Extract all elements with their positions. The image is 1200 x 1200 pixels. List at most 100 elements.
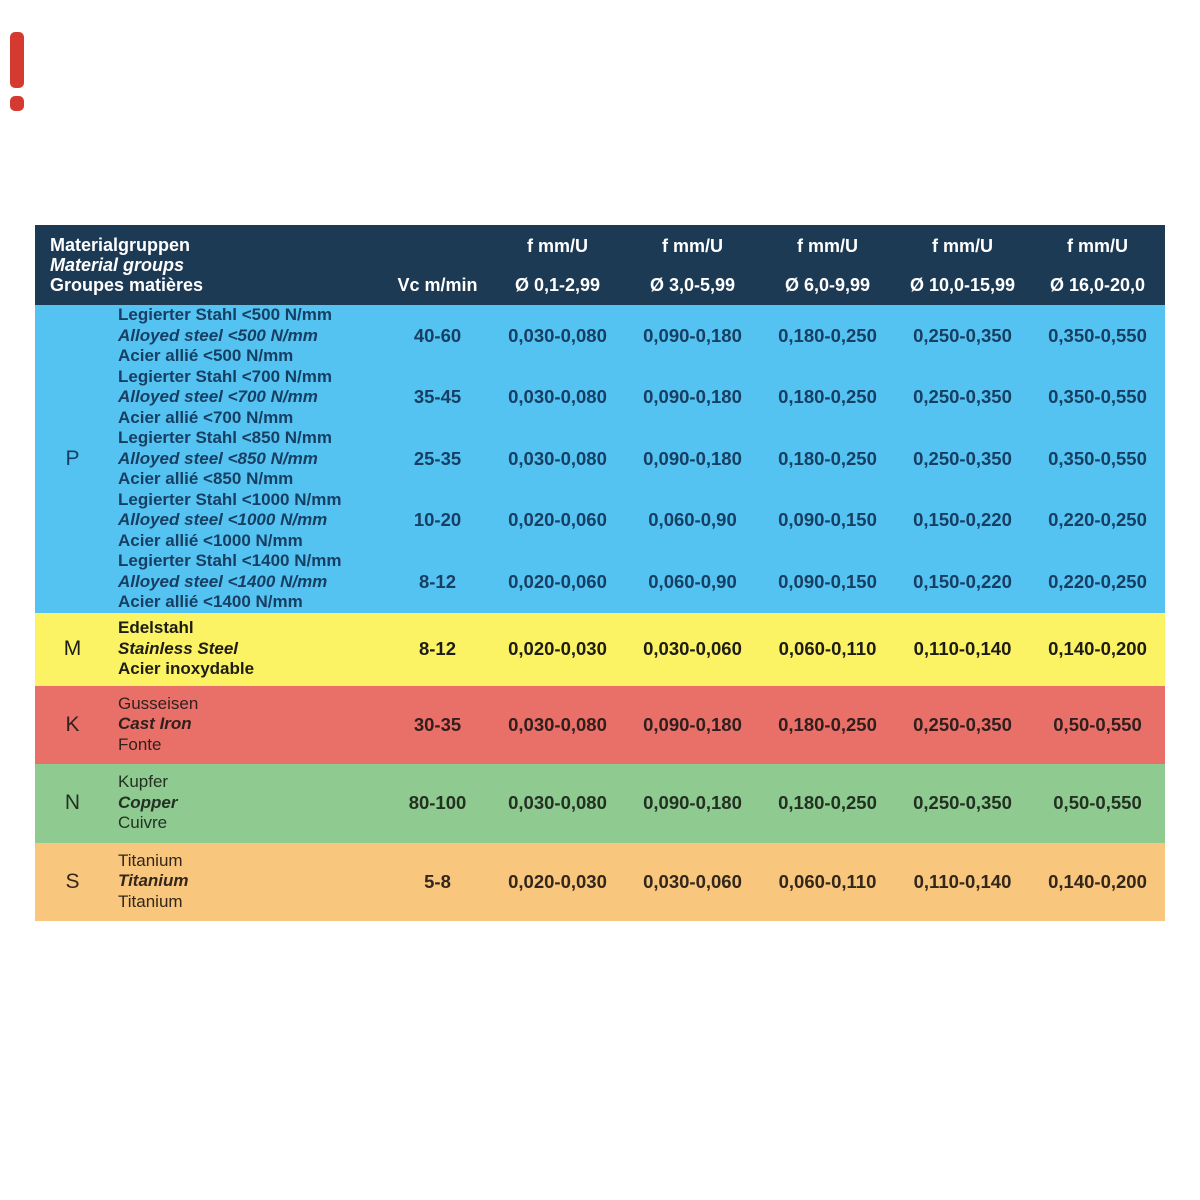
material-name: Legierter Stahl <1000 N/mm Alloyed steel… xyxy=(110,490,385,552)
vc-value: 8-12 xyxy=(418,570,457,592)
feed-value: 0,090-0,180 xyxy=(643,386,742,408)
feed-value: 0,140-0,200 xyxy=(1048,638,1147,659)
feed-value: 0,060-0,110 xyxy=(778,638,877,659)
feed-value: 0,250-0,350 xyxy=(913,386,1012,408)
feed-value: 0,090-0,180 xyxy=(643,324,742,346)
table-row: Legierter Stahl <700 N/mm Alloyed steel … xyxy=(110,367,1165,429)
feed-value: 0,350-0,550 xyxy=(1048,386,1147,408)
section-p: P Legierter Stahl <500 N/mm Alloyed stee… xyxy=(35,305,1165,613)
table-header: Materialgruppen Material groups Groupes … xyxy=(35,225,1165,305)
table-row: Titanium Titanium Titanium 5-8 0,020-0,0… xyxy=(110,843,1165,921)
table-row: Legierter Stahl <1400 N/mm Alloyed steel… xyxy=(110,551,1165,613)
material-name-en: Alloyed steel <700 N/mm xyxy=(118,387,318,406)
feed-value: 0,020-0,030 xyxy=(508,870,607,892)
feed-value: 0,180-0,250 xyxy=(778,386,877,408)
feed-value: 0,180-0,250 xyxy=(778,447,877,469)
material-name-en: Alloyed steel <1000 N/mm xyxy=(118,510,328,529)
table-row: Legierter Stahl <1000 N/mm Alloyed steel… xyxy=(110,490,1165,552)
feed-value: 0,030-0,080 xyxy=(508,792,607,813)
material-name-de: Titanium xyxy=(118,850,183,870)
vc-value: 35-45 xyxy=(413,386,462,408)
material-name-en: Cast Iron xyxy=(118,714,192,734)
material-name-de: Legierter Stahl <500 N/mm xyxy=(118,305,333,324)
feed-value: 0,250-0,350 xyxy=(913,792,1012,813)
material-group-letter-s: S xyxy=(65,869,80,893)
material-name: Gusseisen Cast Iron Fonte xyxy=(110,686,385,764)
material-group-letter-k: K xyxy=(65,712,80,736)
header-vc: Vc m/min xyxy=(397,275,478,295)
feed-value: 0,150-0,220 xyxy=(913,570,1012,592)
vc-value: 5-8 xyxy=(424,870,451,892)
section-m: M Edelstahl Stainless Steel Acier inoxyd… xyxy=(35,612,1165,686)
feed-value: 0,090-0,180 xyxy=(643,713,742,735)
header-material-groups: Materialgruppen Material groups Groupes … xyxy=(35,225,385,305)
feed-value: 0,060-0,90 xyxy=(648,509,737,531)
header-feed-col-1: f mm/U Ø 3,0-5,99 xyxy=(625,225,760,305)
feed-unit-label: f mm/U xyxy=(526,236,588,256)
material-name-de: Legierter Stahl <1400 N/mm xyxy=(118,551,342,570)
feed-value: 0,180-0,250 xyxy=(778,792,877,813)
material-name-fr: Cuivre xyxy=(118,813,168,833)
material-name: Edelstahl Stainless Steel Acier inoxydab… xyxy=(110,613,385,686)
vc-value: 80-100 xyxy=(408,792,467,813)
material-name-de: Legierter Stahl <1000 N/mm xyxy=(118,489,342,509)
material-name-fr: Titanium xyxy=(118,891,183,911)
vc-value: 10-20 xyxy=(413,509,462,531)
feed-value: 0,350-0,550 xyxy=(1048,324,1147,346)
vc-value: 8-12 xyxy=(418,638,457,659)
feed-value: 0,350-0,550 xyxy=(1048,447,1147,469)
header-feed-col-4: f mm/U Ø 16,0-20,0 xyxy=(1030,225,1165,305)
feed-value: 0,020-0,060 xyxy=(508,509,607,531)
feed-value: 0,220-0,250 xyxy=(1048,509,1147,531)
feed-value: 0,180-0,250 xyxy=(778,324,877,346)
feed-value: 0,50-0,550 xyxy=(1053,792,1142,813)
material-name-en: Stainless Steel xyxy=(118,638,239,658)
feed-value: 0,030-0,080 xyxy=(508,447,607,469)
vc-value: 25-35 xyxy=(413,447,462,469)
feed-value: 0,020-0,030 xyxy=(508,638,607,659)
feed-value: 0,50-0,550 xyxy=(1053,713,1142,735)
table-row: Kupfer Copper Cuivre 80-100 0,030-0,080 … xyxy=(110,764,1165,843)
feed-unit-label: f mm/U xyxy=(1066,236,1128,256)
material-name-en: Copper xyxy=(118,792,178,812)
feed-diameter-range: Ø 16,0-20,0 xyxy=(1049,275,1146,295)
material-name-fr: Acier inoxydable xyxy=(118,659,255,679)
feed-unit-label: f mm/U xyxy=(661,236,723,256)
material-name-fr: Acier allié <500 N/mm xyxy=(118,346,294,365)
material-name: Legierter Stahl <500 N/mm Alloyed steel … xyxy=(110,305,385,367)
red-mark xyxy=(10,32,24,88)
feed-value: 0,030-0,060 xyxy=(643,870,742,892)
feed-value: 0,030-0,080 xyxy=(508,386,607,408)
material-name: Legierter Stahl <700 N/mm Alloyed steel … xyxy=(110,367,385,429)
section-s: S Titanium Titanium Titanium 5-8 0,020-0… xyxy=(35,842,1165,921)
header-feed-col-3: f mm/U Ø 10,0-15,99 xyxy=(895,225,1030,305)
material-name-de: Gusseisen xyxy=(118,693,199,713)
feed-value: 0,140-0,200 xyxy=(1048,870,1147,892)
feed-value: 0,020-0,060 xyxy=(508,570,607,592)
material-group-letter-p: P xyxy=(65,446,80,470)
feed-diameter-range: Ø 0,1-2,99 xyxy=(514,275,601,295)
material-name: Legierter Stahl <850 N/mm Alloyed steel … xyxy=(110,428,385,490)
header-material-de: Materialgruppen xyxy=(50,235,191,255)
material-name-en: Titanium xyxy=(118,871,189,891)
feed-value: 0,060-0,90 xyxy=(648,570,737,592)
red-mark-dot xyxy=(10,96,24,111)
feed-value: 0,090-0,180 xyxy=(643,792,742,813)
material-name-de: Legierter Stahl <850 N/mm xyxy=(118,428,333,447)
feed-unit-label: f mm/U xyxy=(931,236,993,256)
feed-value: 0,150-0,220 xyxy=(913,509,1012,531)
material-name-fr: Acier allié <850 N/mm xyxy=(118,469,294,488)
material-name-en: Alloyed steel <850 N/mm xyxy=(118,448,318,468)
feed-value: 0,030-0,080 xyxy=(508,324,607,346)
feed-value: 0,090-0,180 xyxy=(643,447,742,469)
vc-value: 30-35 xyxy=(413,713,462,735)
feed-unit-label: f mm/U xyxy=(796,236,858,256)
material-name-fr: Fonte xyxy=(118,734,162,754)
material-name-fr: Acier allié <700 N/mm xyxy=(118,407,294,427)
table-row: Legierter Stahl <500 N/mm Alloyed steel … xyxy=(110,305,1165,367)
feed-value: 0,250-0,350 xyxy=(913,324,1012,346)
feed-value: 0,220-0,250 xyxy=(1048,570,1147,592)
feed-diameter-range: Ø 3,0-5,99 xyxy=(649,275,736,295)
table-row: Gusseisen Cast Iron Fonte 30-35 0,030-0,… xyxy=(110,686,1165,764)
material-name-en: Alloyed steel <1400 N/mm xyxy=(118,571,328,591)
